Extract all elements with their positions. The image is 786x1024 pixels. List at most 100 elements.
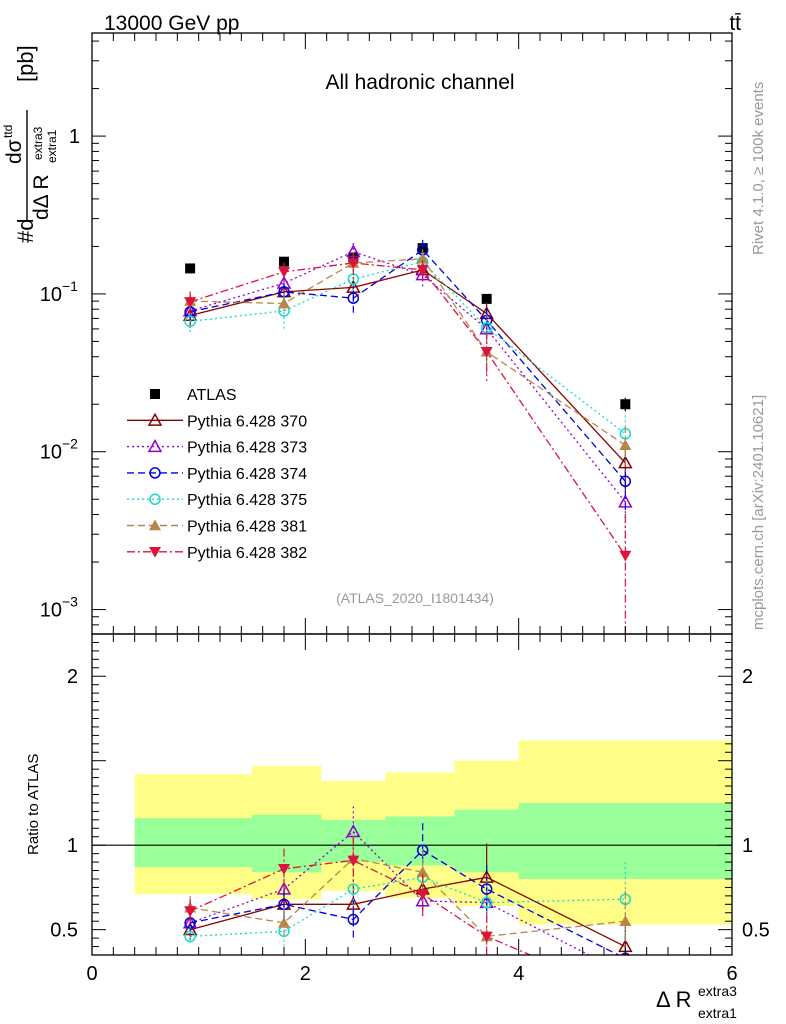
ratio-point xyxy=(480,931,493,943)
uncertainty-band-inner xyxy=(134,818,252,868)
ratio-point xyxy=(416,889,429,901)
legend-label: Pythia 6.428 381 xyxy=(187,519,307,536)
header-right: tt̄ xyxy=(729,12,741,35)
data-point xyxy=(620,399,631,410)
data-point xyxy=(347,292,360,304)
ratio-point xyxy=(347,913,360,926)
xlabel: Δ R extra3 extra1 xyxy=(656,983,737,1021)
data-point xyxy=(416,252,429,264)
ratio-point xyxy=(184,906,197,918)
ratio-point xyxy=(619,968,631,979)
ylabel-num-sup: ttd xyxy=(1,125,15,138)
y-tick-label: 10 xyxy=(40,442,62,464)
legend-marker xyxy=(149,467,161,479)
data-point xyxy=(619,439,632,450)
data-point xyxy=(479,306,494,320)
ratio-point xyxy=(347,855,360,867)
data-point xyxy=(347,258,360,269)
main-ylabel: #d dσ ttd dΔ R extra1 extra3 [pb] xyxy=(1,45,59,243)
legend-marker xyxy=(149,519,161,531)
ratio-y-tick-label-right: 1 xyxy=(742,835,753,857)
ratio-point xyxy=(278,916,290,928)
ratio-line-p375 xyxy=(190,876,626,938)
series-line-p375 xyxy=(190,260,626,435)
uncertainty-band-inner xyxy=(385,816,455,866)
main-data xyxy=(182,239,633,634)
legend-marker xyxy=(150,389,160,399)
ratio-y-tick-label-right: 2 xyxy=(742,666,753,688)
data-point xyxy=(416,265,429,276)
data-point xyxy=(619,550,632,562)
data-point xyxy=(346,279,361,293)
ylabel-den-sub: extra1 xyxy=(45,129,59,163)
legend-entry-p370: Pythia 6.428 370 xyxy=(127,412,307,430)
x-ticks xyxy=(91,33,733,955)
uncertainty-band-inner xyxy=(252,814,322,873)
main-panel: 110−110−210−3 xyxy=(40,32,733,635)
data-point xyxy=(278,267,290,278)
rivet-label: Rivet 4.1.0, ≥ 100k events xyxy=(750,82,767,255)
ratio-data xyxy=(92,740,732,1002)
series-line-p374 xyxy=(189,249,626,482)
ratio-point xyxy=(619,991,631,1002)
header-left: 13000 GeV pp xyxy=(104,12,239,35)
legend-entry-atlas: ATLAS xyxy=(150,387,237,404)
ratio-line-p374 xyxy=(189,849,620,955)
legend-entry-p375: Pythia 6.428 375 xyxy=(127,492,307,509)
y-tick-label: 10 xyxy=(40,284,62,306)
main-title: All hadronic channel xyxy=(325,71,514,94)
legend-label: Pythia 6.428 370 xyxy=(187,413,307,430)
ratio-point xyxy=(182,922,198,936)
y-tick-exponent: −2 xyxy=(62,436,78,452)
x-tick-label: 2 xyxy=(300,963,311,985)
series-line-p382 xyxy=(189,262,626,556)
legend-label: Pythia 6.428 373 xyxy=(187,440,307,457)
ratio-point xyxy=(619,915,632,927)
xlabel-main: Δ R xyxy=(656,987,691,1012)
ratio-y-tick-label-right: 0.5 xyxy=(742,920,770,942)
ratio-point xyxy=(278,864,290,875)
xlabel-sup: extra3 xyxy=(698,983,737,999)
ylabel-unit: [pb] xyxy=(13,45,38,82)
series-line-p373 xyxy=(189,251,626,503)
legend-marker xyxy=(147,439,163,453)
series-p382 xyxy=(184,252,632,634)
data-point xyxy=(619,475,632,488)
ratio-line-p381 xyxy=(189,857,626,938)
legend-label: ATLAS xyxy=(187,387,237,404)
x-tick-label: 4 xyxy=(513,963,524,985)
xlabel-sub: extra1 xyxy=(698,1005,737,1021)
ratio-point xyxy=(347,883,360,895)
ratio-point xyxy=(184,930,196,943)
legend-entry-p374: Pythia 6.428 374 xyxy=(127,466,307,483)
data-point xyxy=(618,455,633,469)
main-y-ticks xyxy=(92,40,732,635)
data-point xyxy=(279,256,289,267)
x-tick-label: 0 xyxy=(86,963,97,985)
y-tick-label: 10 xyxy=(40,600,62,622)
ratio-line-p370 xyxy=(189,876,626,948)
series-line-p370 xyxy=(189,269,626,464)
ratio-y-tick-label: 0.5 xyxy=(50,920,78,942)
legend-entry-p373: Pythia 6.428 373 xyxy=(127,439,307,457)
ratio-panel: 0 2 4 60.5 0.51 12 2 xyxy=(50,33,770,1002)
data-point xyxy=(417,243,428,254)
legend-marker xyxy=(149,493,161,505)
analysis-id: (ATLAS_2020_I1801434) xyxy=(336,590,494,606)
ratio-point xyxy=(416,866,429,878)
data-point xyxy=(278,297,290,309)
y-tick-exponent: −3 xyxy=(62,594,78,610)
series-p370 xyxy=(182,260,633,493)
data-point xyxy=(185,263,196,274)
legend-marker xyxy=(147,412,163,426)
data-point xyxy=(184,297,197,308)
series-line-p381 xyxy=(190,258,626,446)
uncertainty-band-inner xyxy=(518,802,732,879)
legend-label: Pythia 6.428 382 xyxy=(187,545,307,562)
x-tick-label: 6 xyxy=(726,963,737,985)
y-tick-label: 1 xyxy=(69,126,80,148)
legend-label: Pythia 6.428 374 xyxy=(187,466,307,483)
mcplots-label: mcplots.cern.ch [arXiv:2401.10621] xyxy=(750,395,767,630)
